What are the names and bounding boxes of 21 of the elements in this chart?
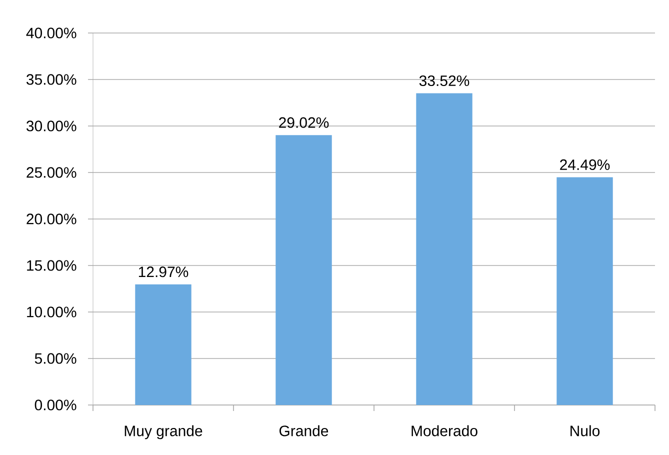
data-label: 33.52% (419, 75, 470, 86)
y-tick-label: 15.00% (27, 260, 76, 271)
bar (416, 93, 472, 405)
data-label: 12.97% (138, 266, 188, 278)
y-tick-label: 30.00% (26, 120, 76, 132)
y-tick-label: 40.00% (26, 28, 76, 38)
data-label: 29.02% (279, 117, 329, 128)
x-tick-label: Nulo (570, 425, 600, 436)
x-tick-label: Moderado (412, 425, 478, 436)
data-label: 24.49% (560, 159, 610, 170)
y-tick-label: 10.00% (27, 306, 76, 318)
x-tick-label: Muy grande (124, 425, 202, 440)
bar (556, 177, 613, 405)
y-tick-label: 35.00% (26, 74, 76, 85)
x-tick-label: Grande (279, 425, 328, 436)
bar (135, 284, 192, 405)
y-tick-label: 20.00% (26, 214, 76, 224)
bar (276, 135, 332, 405)
y-tick-label: 25.00% (26, 167, 76, 178)
y-tick-label: 5.00% (34, 353, 76, 364)
y-tick-label: 0.00% (34, 400, 76, 410)
